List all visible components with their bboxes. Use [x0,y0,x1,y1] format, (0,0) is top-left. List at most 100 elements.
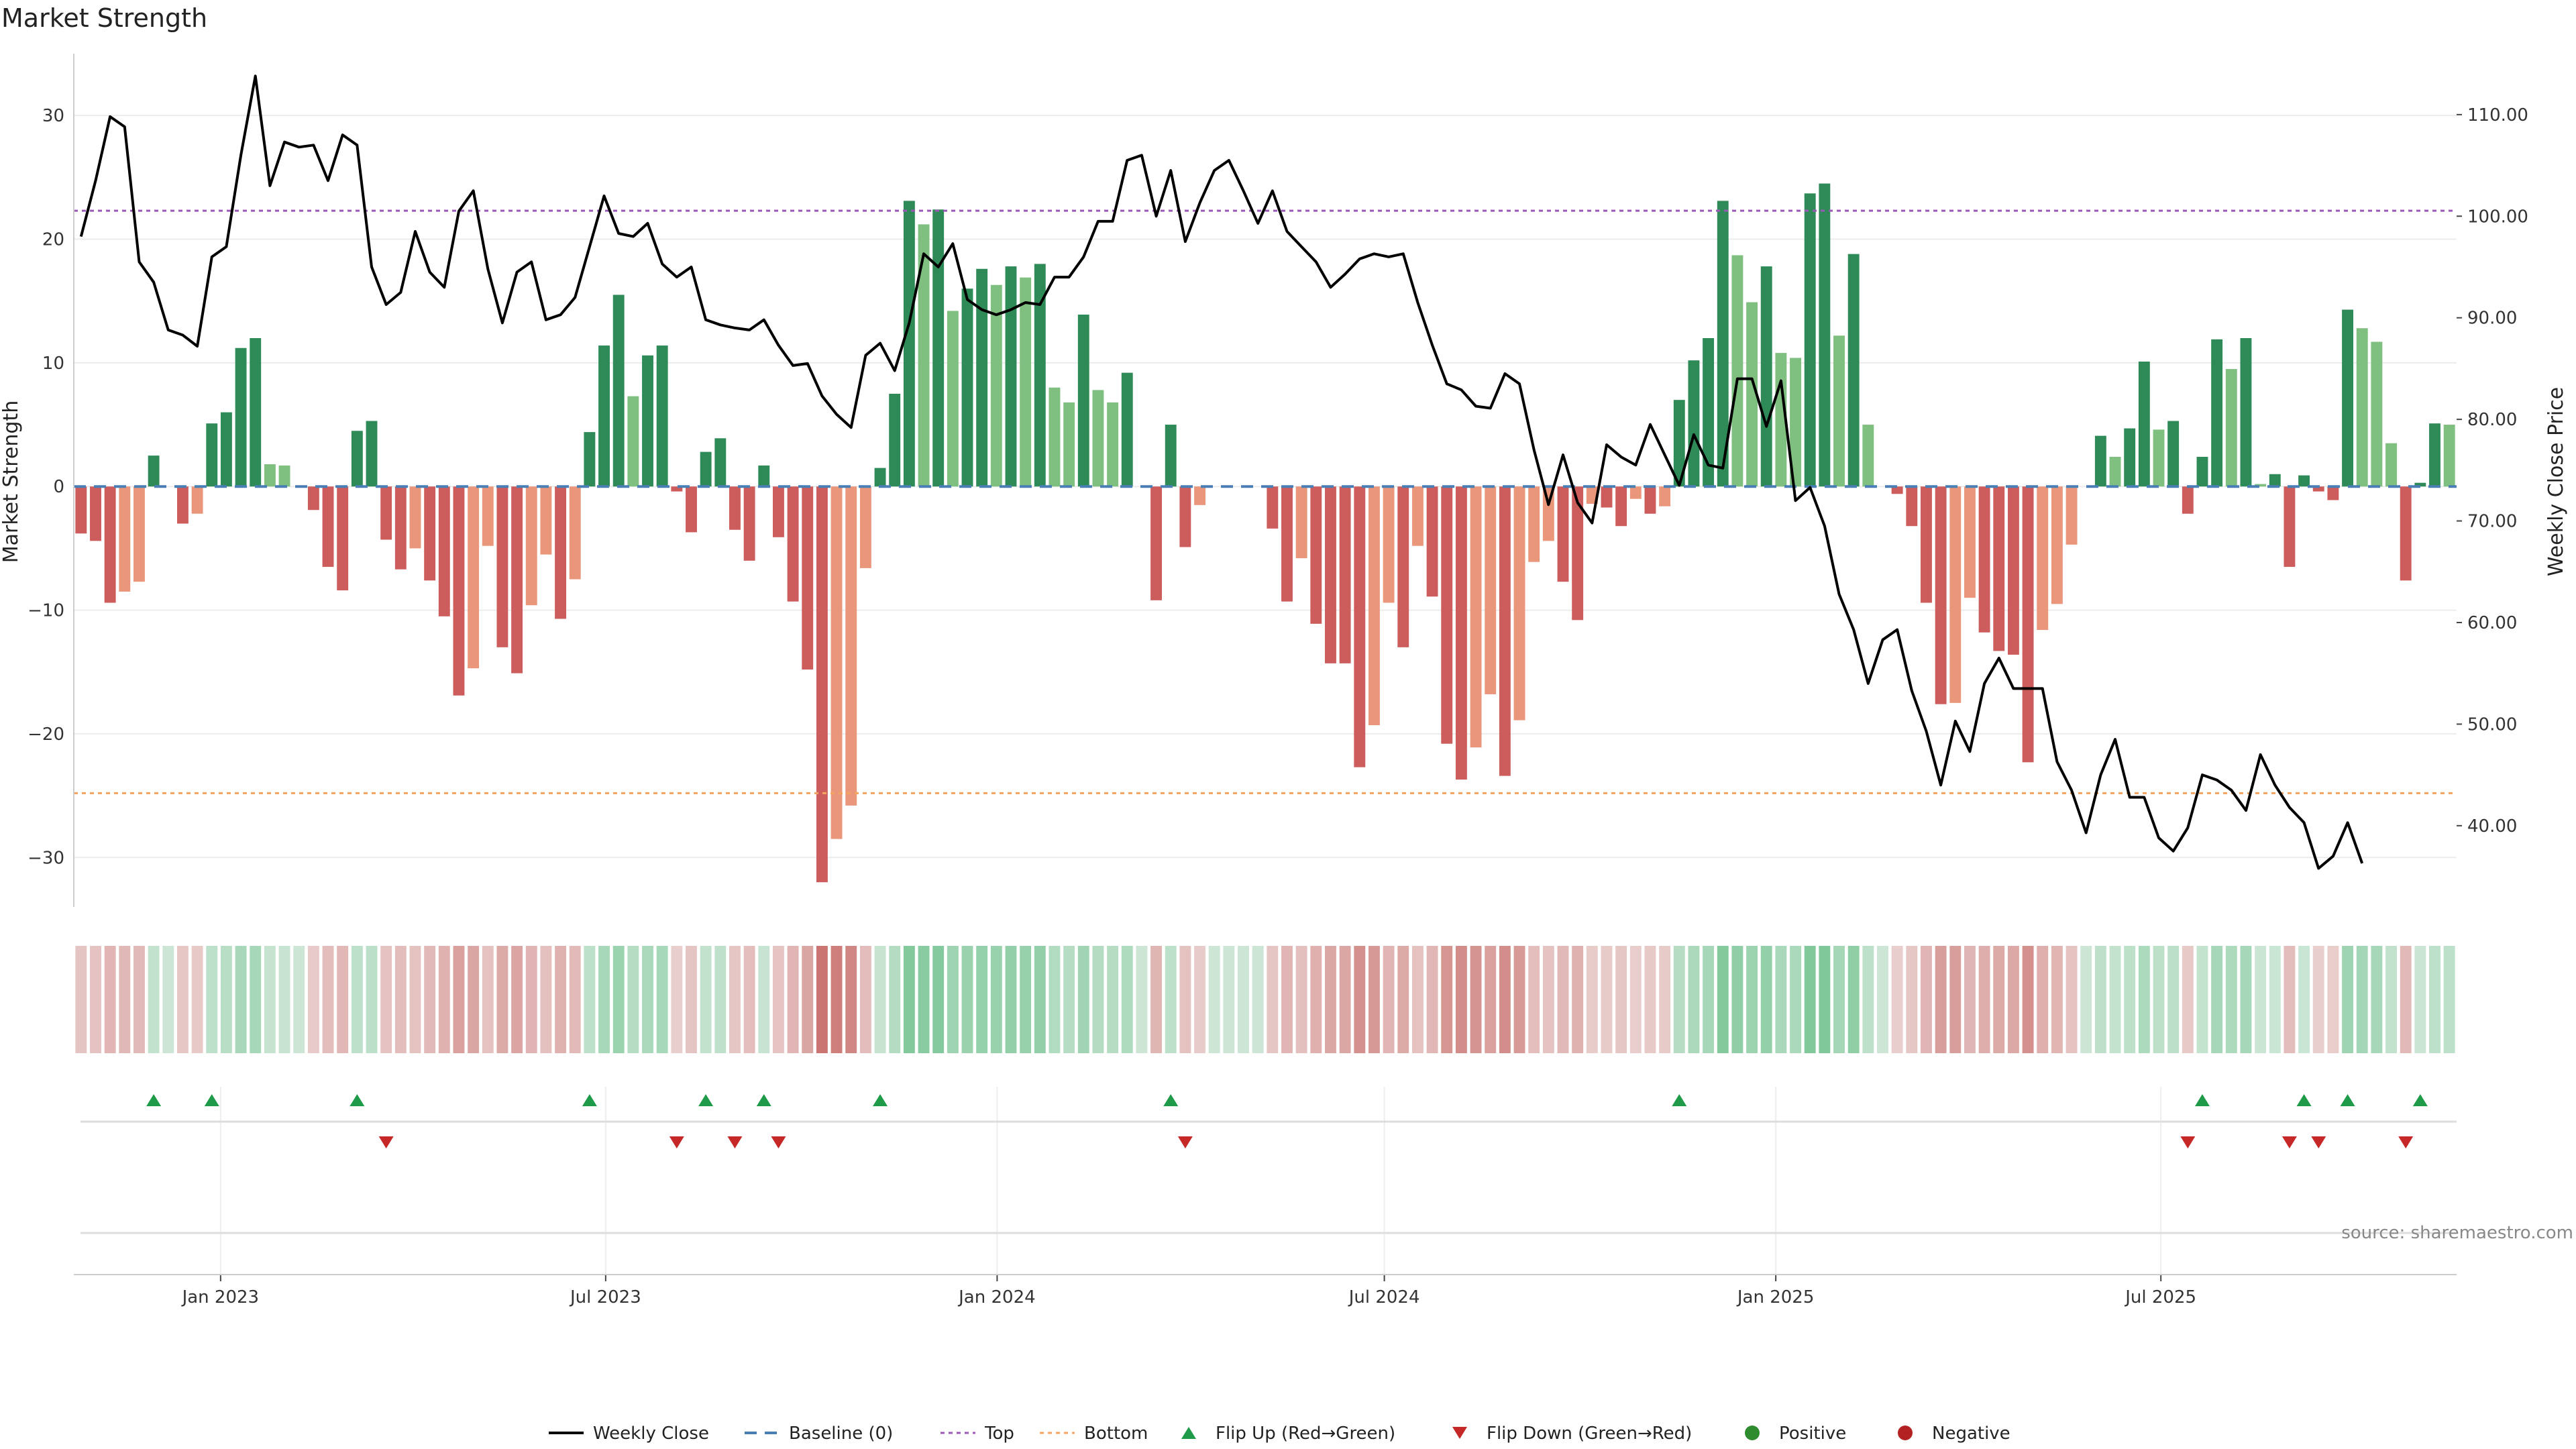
heat-cell [1877,946,1888,1053]
strength-bar [1731,255,1743,487]
strength-bar [2342,309,2354,487]
heat-cell [1775,946,1787,1053]
heat-cell [1644,946,1656,1053]
heat-cell [1804,946,1816,1053]
heat-cell [859,946,871,1053]
strength-bar [394,486,407,570]
heat-cell [1964,946,1976,1053]
heat-cell [2153,946,2165,1053]
strength-bar [1049,387,1061,487]
strength-bar [729,486,741,530]
legend-item-negative: Negative [1898,1424,2010,1444]
strength-bar [2371,341,2383,487]
strength-bar [1267,486,1279,529]
heat-cell [2167,946,2180,1053]
flip-down-marker [2282,1136,2297,1148]
heat-cell [1790,946,1801,1053]
strength-bar [2356,328,2368,487]
heat-cell [947,946,959,1053]
strength-bar [1906,486,1918,527]
strength-bar [598,345,610,487]
flip-up-marker [1672,1094,1687,1106]
heat-cell [104,946,116,1053]
strength-bar [1819,183,1831,487]
heat-cell [2007,946,2019,1053]
strength-bar [191,486,203,514]
y-left-tick-label: 10 [42,354,64,374]
heat-cell [1223,946,1235,1053]
strength-bar [104,486,116,603]
heat-cell [293,946,305,1053]
strength-bar [1281,486,1293,602]
strength-bar [2022,486,2034,763]
heat-cell [1238,946,1249,1053]
strength-bar [2065,486,2078,545]
heat-cell [278,946,290,1053]
heat-cell [2037,946,2049,1053]
strength-bar [409,486,421,549]
heat-cell [1034,946,1046,1053]
y-left-tick-label: −10 [28,601,64,621]
heat-cell [1659,946,1671,1053]
heat-cell [1426,946,1438,1053]
strength-bar [1441,486,1453,744]
heat-cell [148,946,160,1053]
strength-bar [758,465,770,487]
strength-bar [1470,486,1482,748]
gridlines [74,115,2457,1275]
strength-bar [845,486,857,806]
legend-label: Top [984,1424,1014,1444]
heat-cell [1397,946,1409,1053]
heat-cell [686,946,697,1053]
heat-cell [772,946,784,1053]
strength-bar [859,486,871,568]
strength-bar [1005,266,1017,487]
heat-cell [1499,946,1511,1053]
strength-bar [90,486,101,541]
heat-cell [2225,946,2237,1053]
heat-cell [1077,946,1089,1053]
strength-bar [1572,486,1584,621]
strength-bar [2196,456,2208,487]
strength-bar [2255,484,2267,487]
legend-item-bottom: Bottom [1040,1424,1148,1444]
heat-cell [2400,946,2412,1053]
heat-cell [2356,946,2368,1053]
strength-bar [816,486,828,883]
strength-bar [2312,486,2324,492]
heat-cell [496,946,508,1053]
heat-cell [1150,946,1163,1053]
strength-bar [1020,277,1032,487]
strength-bar [2327,486,2339,500]
heat-cell [1978,946,1990,1053]
heat-cell [1731,946,1743,1053]
heat-cell [2255,946,2267,1053]
heat-cell [2109,946,2121,1053]
heat-cell [961,946,973,1053]
strength-bar [686,486,697,533]
strength-bar [569,486,581,580]
strength-bar [1804,193,1816,487]
strength-bar [176,486,189,524]
y-left-tick-label: 0 [53,477,64,497]
strength-bar [1179,486,1191,547]
flip-down-marker [378,1136,394,1148]
strength-bar [1325,486,1336,663]
heat-cell [1295,946,1307,1053]
strength-bar [2124,428,2136,487]
strength-bar [1121,372,1133,487]
strength-bar [337,486,349,591]
flip-up-marker [2412,1094,2428,1106]
heat-cell [1615,946,1627,1053]
heat-cell [1746,946,1758,1053]
heat-cell [2312,946,2324,1053]
axes: 30 20 10 0 −10 −20 −30 110.00 100.00 90.00 80.00 70… [28,54,2528,1307]
strength-bar [1499,486,1511,776]
flip-down-marker [727,1136,743,1148]
heat-cell [366,946,378,1053]
legend-label: Negative [1932,1424,2010,1444]
strength-bar [1847,254,1860,487]
heat-cell [2182,946,2194,1053]
flip-down-marker [1177,1136,1193,1148]
